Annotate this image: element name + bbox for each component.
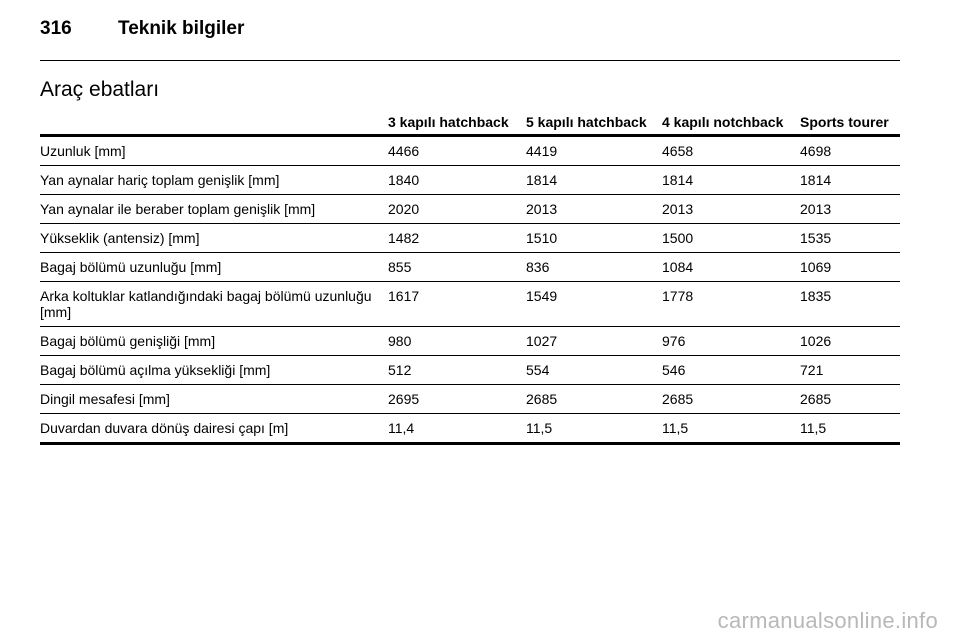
row-label: Bagaj bölümü genişliği [mm] [40,326,388,356]
table-row: Uzunluk [mm] 4466 4419 4658 4698 [40,135,900,166]
row-label: Dingil mesafesi [mm] [40,384,388,414]
column-header-label [40,110,388,137]
column-header-3-door-hatchback: 3 kapılı hatchback [388,110,526,137]
cell-value: 1814 [800,165,900,195]
cell-value: 512 [388,355,526,385]
cell-value: 1778 [662,281,800,327]
column-header-5-door-hatchback: 5 kapılı hatchback [526,110,662,137]
cell-value: 4658 [662,135,800,166]
table-header-row: 3 kapılı hatchback 5 kapılı hatchback 4 … [40,110,900,137]
column-header-4-door-notchback: 4 kapılı notchback [662,110,800,137]
table-row: Dingil mesafesi [mm] 2695 2685 2685 2685 [40,384,900,414]
cell-value: 11,5 [526,413,662,445]
cell-value: 11,5 [662,413,800,445]
cell-value: 721 [800,355,900,385]
cell-value: 1814 [526,165,662,195]
cell-value: 1027 [526,326,662,356]
cell-value: 1084 [662,252,800,282]
cell-value: 976 [662,326,800,356]
cell-value: 1835 [800,281,900,327]
cell-value: 1840 [388,165,526,195]
table-row: Bagaj bölümü uzunluğu [mm] 855 836 1084 … [40,252,900,282]
cell-value: 2013 [662,194,800,224]
section-title: Araç ebatları [40,78,160,101]
cell-value: 2020 [388,194,526,224]
cell-value: 1549 [526,281,662,327]
row-label: Yükseklik (antensiz) [mm] [40,223,388,253]
chapter-title: Teknik bilgiler [118,18,245,39]
table-row: Yükseklik (antensiz) [mm] 1482 1510 1500… [40,223,900,253]
row-label: Yan aynalar ile beraber toplam genişlik … [40,194,388,224]
row-label: Yan aynalar hariç toplam genişlik [mm] [40,165,388,195]
table-row: Yan aynalar ile beraber toplam genişlik … [40,194,900,224]
table-row: Duvardan duvara dönüş dairesi çapı [m] 1… [40,413,900,445]
cell-value: 4466 [388,135,526,166]
cell-value: 2013 [526,194,662,224]
column-header-sports-tourer: Sports tourer [800,110,900,137]
table-row: Bagaj bölümü genişliği [mm] 980 1027 976… [40,326,900,356]
cell-value: 11,4 [388,413,526,445]
cell-value: 836 [526,252,662,282]
row-label: Bagaj bölümü açılma yüksekliği [mm] [40,355,388,385]
cell-value: 4419 [526,135,662,166]
table-row: Yan aynalar hariç toplam genişlik [mm] 1… [40,165,900,195]
cell-value: 2695 [388,384,526,414]
cell-value: 1814 [662,165,800,195]
cell-value: 4698 [800,135,900,166]
table-row: Bagaj bölümü açılma yüksekliği [mm] 512 … [40,355,900,385]
page-number: 316 [40,18,72,39]
cell-value: 1500 [662,223,800,253]
table-row: Arka koltuklar katlandığındaki bagaj böl… [40,281,900,327]
cell-value: 554 [526,355,662,385]
cell-value: 980 [388,326,526,356]
cell-value: 1069 [800,252,900,282]
cell-value: 2013 [800,194,900,224]
watermark: carmanualsonline.info [717,608,938,633]
header-divider [40,60,900,61]
row-label: Bagaj bölümü uzunluğu [mm] [40,252,388,282]
cell-value: 855 [388,252,526,282]
page-header: 316 Teknik bilgiler [40,18,244,48]
cell-value: 546 [662,355,800,385]
cell-value: 11,5 [800,413,900,445]
dimensions-table: 3 kapılı hatchback 5 kapılı hatchback 4 … [40,110,900,445]
cell-value: 2685 [800,384,900,414]
cell-value: 1617 [388,281,526,327]
cell-value: 1482 [388,223,526,253]
cell-value: 2685 [526,384,662,414]
row-label: Uzunluk [mm] [40,135,388,166]
cell-value: 1535 [800,223,900,253]
cell-value: 2685 [662,384,800,414]
cell-value: 1026 [800,326,900,356]
cell-value: 1510 [526,223,662,253]
row-label: Duvardan duvara dönüş dairesi çapı [m] [40,413,388,445]
row-label: Arka koltuklar katlandığındaki bagaj böl… [40,281,388,327]
